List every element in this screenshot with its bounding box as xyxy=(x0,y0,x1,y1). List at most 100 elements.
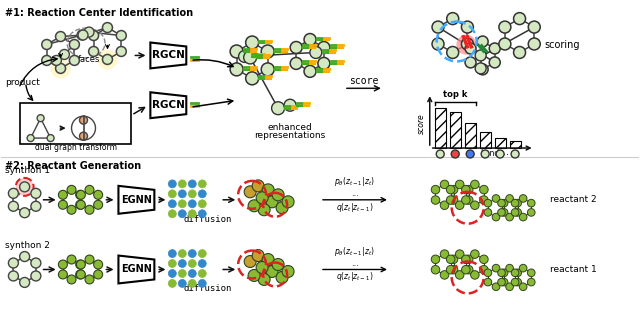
Circle shape xyxy=(179,250,186,258)
Circle shape xyxy=(244,51,257,64)
Circle shape xyxy=(85,255,94,264)
Circle shape xyxy=(198,270,206,277)
Text: $q(z_t|z_{t-1})$: $q(z_t|z_{t-1})$ xyxy=(336,201,374,214)
Circle shape xyxy=(85,275,94,284)
Circle shape xyxy=(198,280,206,287)
Text: $q(z_t|z_{t-1})$: $q(z_t|z_{t-1})$ xyxy=(336,271,374,283)
Circle shape xyxy=(456,35,476,55)
Circle shape xyxy=(168,270,176,277)
Text: scoring: scoring xyxy=(545,40,580,50)
Circle shape xyxy=(239,50,251,63)
Text: synthon 1: synthon 1 xyxy=(4,166,50,175)
Circle shape xyxy=(440,271,449,279)
Circle shape xyxy=(42,39,52,49)
Circle shape xyxy=(431,196,440,204)
Circle shape xyxy=(506,195,513,202)
Text: reactant 1: reactant 1 xyxy=(550,265,596,274)
Circle shape xyxy=(198,260,206,267)
Circle shape xyxy=(198,210,206,218)
Circle shape xyxy=(262,184,274,196)
Circle shape xyxy=(527,209,535,216)
Circle shape xyxy=(492,264,500,272)
Circle shape xyxy=(496,150,504,158)
Circle shape xyxy=(461,255,470,263)
Circle shape xyxy=(244,186,256,198)
Circle shape xyxy=(479,255,488,263)
Circle shape xyxy=(470,250,479,258)
Circle shape xyxy=(8,201,19,211)
Text: diffusion: diffusion xyxy=(183,215,232,224)
Circle shape xyxy=(246,72,259,85)
Circle shape xyxy=(179,190,186,198)
Circle shape xyxy=(188,260,196,267)
Circle shape xyxy=(449,196,458,204)
Circle shape xyxy=(475,63,486,74)
Circle shape xyxy=(511,209,519,216)
Circle shape xyxy=(248,270,260,281)
Circle shape xyxy=(266,266,278,277)
Circle shape xyxy=(58,270,67,279)
Circle shape xyxy=(97,49,118,69)
Circle shape xyxy=(47,135,54,142)
Circle shape xyxy=(514,209,522,216)
Circle shape xyxy=(168,280,176,287)
Circle shape xyxy=(15,178,34,196)
Circle shape xyxy=(513,46,525,58)
Circle shape xyxy=(76,260,85,269)
Circle shape xyxy=(261,63,274,76)
Circle shape xyxy=(475,50,486,61)
Circle shape xyxy=(188,280,196,287)
Circle shape xyxy=(258,273,270,285)
Text: ...: ... xyxy=(351,189,359,198)
Circle shape xyxy=(51,58,70,78)
Circle shape xyxy=(519,213,527,221)
Circle shape xyxy=(506,264,513,272)
Circle shape xyxy=(290,58,302,69)
Circle shape xyxy=(72,116,95,140)
Circle shape xyxy=(456,201,464,210)
Circle shape xyxy=(282,196,294,208)
Text: RGCN: RGCN xyxy=(152,100,185,110)
Circle shape xyxy=(527,269,535,276)
Circle shape xyxy=(489,57,500,68)
Circle shape xyxy=(67,185,76,194)
Bar xyxy=(450,112,461,148)
Circle shape xyxy=(67,275,76,284)
Circle shape xyxy=(304,34,316,45)
Bar xyxy=(465,123,476,148)
Circle shape xyxy=(93,270,102,279)
Text: diffusion: diffusion xyxy=(183,284,232,293)
Circle shape xyxy=(252,250,264,262)
Circle shape xyxy=(290,41,302,53)
Circle shape xyxy=(262,253,274,266)
Circle shape xyxy=(20,252,29,262)
Circle shape xyxy=(252,180,264,192)
Circle shape xyxy=(168,200,176,208)
Circle shape xyxy=(431,255,440,263)
Circle shape xyxy=(284,99,296,111)
Circle shape xyxy=(116,46,126,56)
Circle shape xyxy=(31,258,41,268)
Circle shape xyxy=(511,269,519,276)
Circle shape xyxy=(492,283,500,290)
Text: dual graph transform: dual graph transform xyxy=(35,143,116,152)
Circle shape xyxy=(456,250,464,258)
Polygon shape xyxy=(118,256,154,283)
Text: synthon 2: synthon 2 xyxy=(4,241,49,250)
Circle shape xyxy=(479,266,488,274)
Circle shape xyxy=(498,278,506,286)
Circle shape xyxy=(282,266,294,277)
Circle shape xyxy=(8,188,19,198)
Circle shape xyxy=(511,199,519,207)
Polygon shape xyxy=(150,92,186,118)
Circle shape xyxy=(27,135,34,142)
Circle shape xyxy=(256,262,268,273)
Circle shape xyxy=(188,250,196,258)
Circle shape xyxy=(489,43,500,54)
Circle shape xyxy=(84,27,94,37)
Text: $p_\theta(z_{t-1}|z_t)$: $p_\theta(z_{t-1}|z_t)$ xyxy=(335,244,376,258)
Text: $p_\theta(z_{t-1}|z_t)$: $p_\theta(z_{t-1}|z_t)$ xyxy=(335,175,376,188)
Circle shape xyxy=(31,271,41,281)
Circle shape xyxy=(85,185,94,194)
Circle shape xyxy=(461,266,470,274)
